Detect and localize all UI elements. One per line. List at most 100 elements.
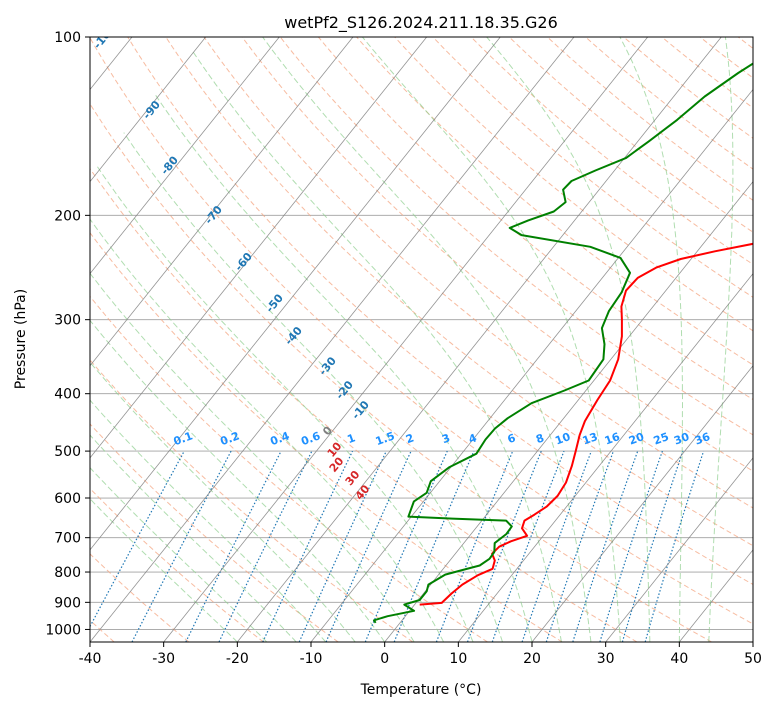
mixing-ratio-line: [491, 450, 565, 642]
mixing-ratio-label: 4: [467, 431, 479, 446]
moist-adiabats: [90, 37, 734, 642]
isotherm-line: [531, 365, 753, 642]
mixing-ratio-label: 8: [534, 431, 546, 446]
x-tick-label: -40: [79, 651, 102, 667]
dry-adiabat: [203, 37, 753, 509]
isotherm-line: [457, 272, 753, 642]
mixing-ratio-label: 0.1: [172, 429, 195, 448]
mixing-ratio-label: 0.4: [269, 429, 292, 448]
mixing-ratio-line: [364, 450, 448, 642]
isotherm-line: [236, 37, 722, 642]
mixing-ratio-line: [435, 450, 514, 642]
mixing-ratio-label: 13: [581, 430, 600, 447]
isotherm-line: [90, 37, 207, 183]
x-tick-label: -20: [226, 651, 249, 667]
moist-adiabat: [486, 37, 651, 642]
mixing-ratio-line: [545, 450, 614, 642]
moist-adiabat: [262, 37, 592, 642]
mixing-ratio-label: 30: [672, 430, 691, 448]
x-axis-title: Temperature (°C): [360, 682, 482, 698]
dry-adiabat: [90, 167, 638, 642]
y-tick-label: 700: [54, 531, 81, 547]
moist-adiabat: [96, 165, 474, 642]
isotherm-line: [310, 88, 753, 642]
dry-adiabat: [623, 37, 753, 139]
mixing-ratio-label: 1.5: [374, 429, 397, 448]
sounding-profiles: [373, 62, 753, 624]
y-tick-label: 600: [54, 491, 81, 507]
dry-adiabat: [90, 37, 753, 625]
plot-area: -100-90-80-70-60-50-40-30-20-10010203040…: [90, 37, 753, 642]
isotherm-line: [90, 37, 501, 551]
x-tick-label: 0: [380, 651, 389, 667]
dry-adiabat: [90, 231, 563, 642]
x-tick-label: 10: [449, 651, 467, 667]
moist-adiabat: [90, 399, 327, 642]
mixing-ratio-label: 3: [440, 431, 452, 446]
mixing-ratio-line: [393, 450, 475, 642]
isotherm-line: [90, 37, 280, 275]
x-tick-label: 40: [670, 651, 688, 667]
mixing-ratio-label: 20: [627, 430, 646, 448]
x-tick-label: 50: [744, 651, 762, 667]
mixing-ratio-label: 36: [693, 430, 712, 448]
y-tick-label: 900: [54, 595, 81, 611]
isotherm-line: [384, 180, 753, 642]
x-tick-label: 20: [523, 651, 541, 667]
skewed-isotherms: [90, 37, 753, 642]
mixing-ratio-line: [521, 450, 592, 642]
dry-adiabat: [127, 37, 753, 585]
moist-adiabat: [362, 37, 621, 642]
mixing-ratio-line: [185, 450, 282, 642]
mixing-ratio-label: 1: [346, 431, 358, 446]
moist-adiabat: [619, 37, 683, 642]
moist-adiabat: [708, 37, 734, 642]
dry-adiabat: [90, 359, 414, 642]
x-tick-label: -10: [300, 651, 323, 667]
isotherm-line: [90, 37, 428, 459]
moist-adiabat: [90, 218, 445, 642]
chart-title: wetPf2_S126.2024.211.18.35.G26: [284, 13, 558, 33]
y-tick-label: 500: [54, 444, 81, 460]
y-tick-label: 400: [54, 387, 81, 403]
mixing-ratio-line: [131, 450, 232, 642]
dry-adiabat: [165, 37, 753, 547]
mixing-ratio-line: [218, 450, 313, 642]
isotherm-line: [605, 457, 753, 642]
reference-line-labels: -100-90-80-70-60-50-40-30-20-10010203040…: [91, 37, 712, 503]
mixing-ratio-lines: [90, 450, 705, 642]
x-tick-label: 30: [597, 651, 615, 667]
moist-adiabat: [90, 361, 356, 642]
dry-adiabat: [318, 37, 753, 401]
dry-adiabat: [279, 37, 753, 436]
mixing-ratio-label: 2: [404, 431, 416, 446]
dry-adiabats: [90, 37, 753, 642]
mixing-ratio-label: 0.2: [219, 429, 242, 448]
mixing-ratio-line: [90, 450, 185, 628]
mixing-ratio-label: 10: [553, 430, 572, 448]
y-tick-label: 200: [54, 208, 81, 224]
mixing-ratio-line: [262, 450, 354, 642]
dry-adiabat: [394, 37, 753, 332]
moist-adiabat: [90, 272, 415, 642]
mixing-ratio-line: [644, 450, 705, 642]
mixing-ratio-line: [466, 450, 542, 642]
isotherm-line: [163, 37, 649, 642]
dry-adiabat: [90, 487, 264, 642]
mixing-ratio-label: 0.6: [299, 429, 322, 448]
axis-ticks: -40 -30 -20 -10 0 10 20 30 40 5010020030040050060…: [45, 30, 762, 667]
dry-adiabat: [470, 37, 753, 265]
y-tick-label: 300: [54, 313, 81, 329]
moist-adiabat: [90, 498, 238, 642]
y-tick-label: 800: [54, 565, 81, 581]
y-tick-label: 1000: [45, 622, 81, 638]
y-axis-title: Pressure (hPa): [13, 289, 29, 389]
dry-adiabat: [90, 423, 339, 642]
mixing-ratio-label: 25: [652, 430, 671, 447]
plot-frame: [89, 36, 754, 643]
mixing-ratio-label: 6: [506, 431, 518, 446]
dewpoint-profile-line: [373, 62, 753, 624]
dry-adiabat: [90, 102, 712, 642]
mixing-ratio-label: 16: [603, 430, 622, 448]
